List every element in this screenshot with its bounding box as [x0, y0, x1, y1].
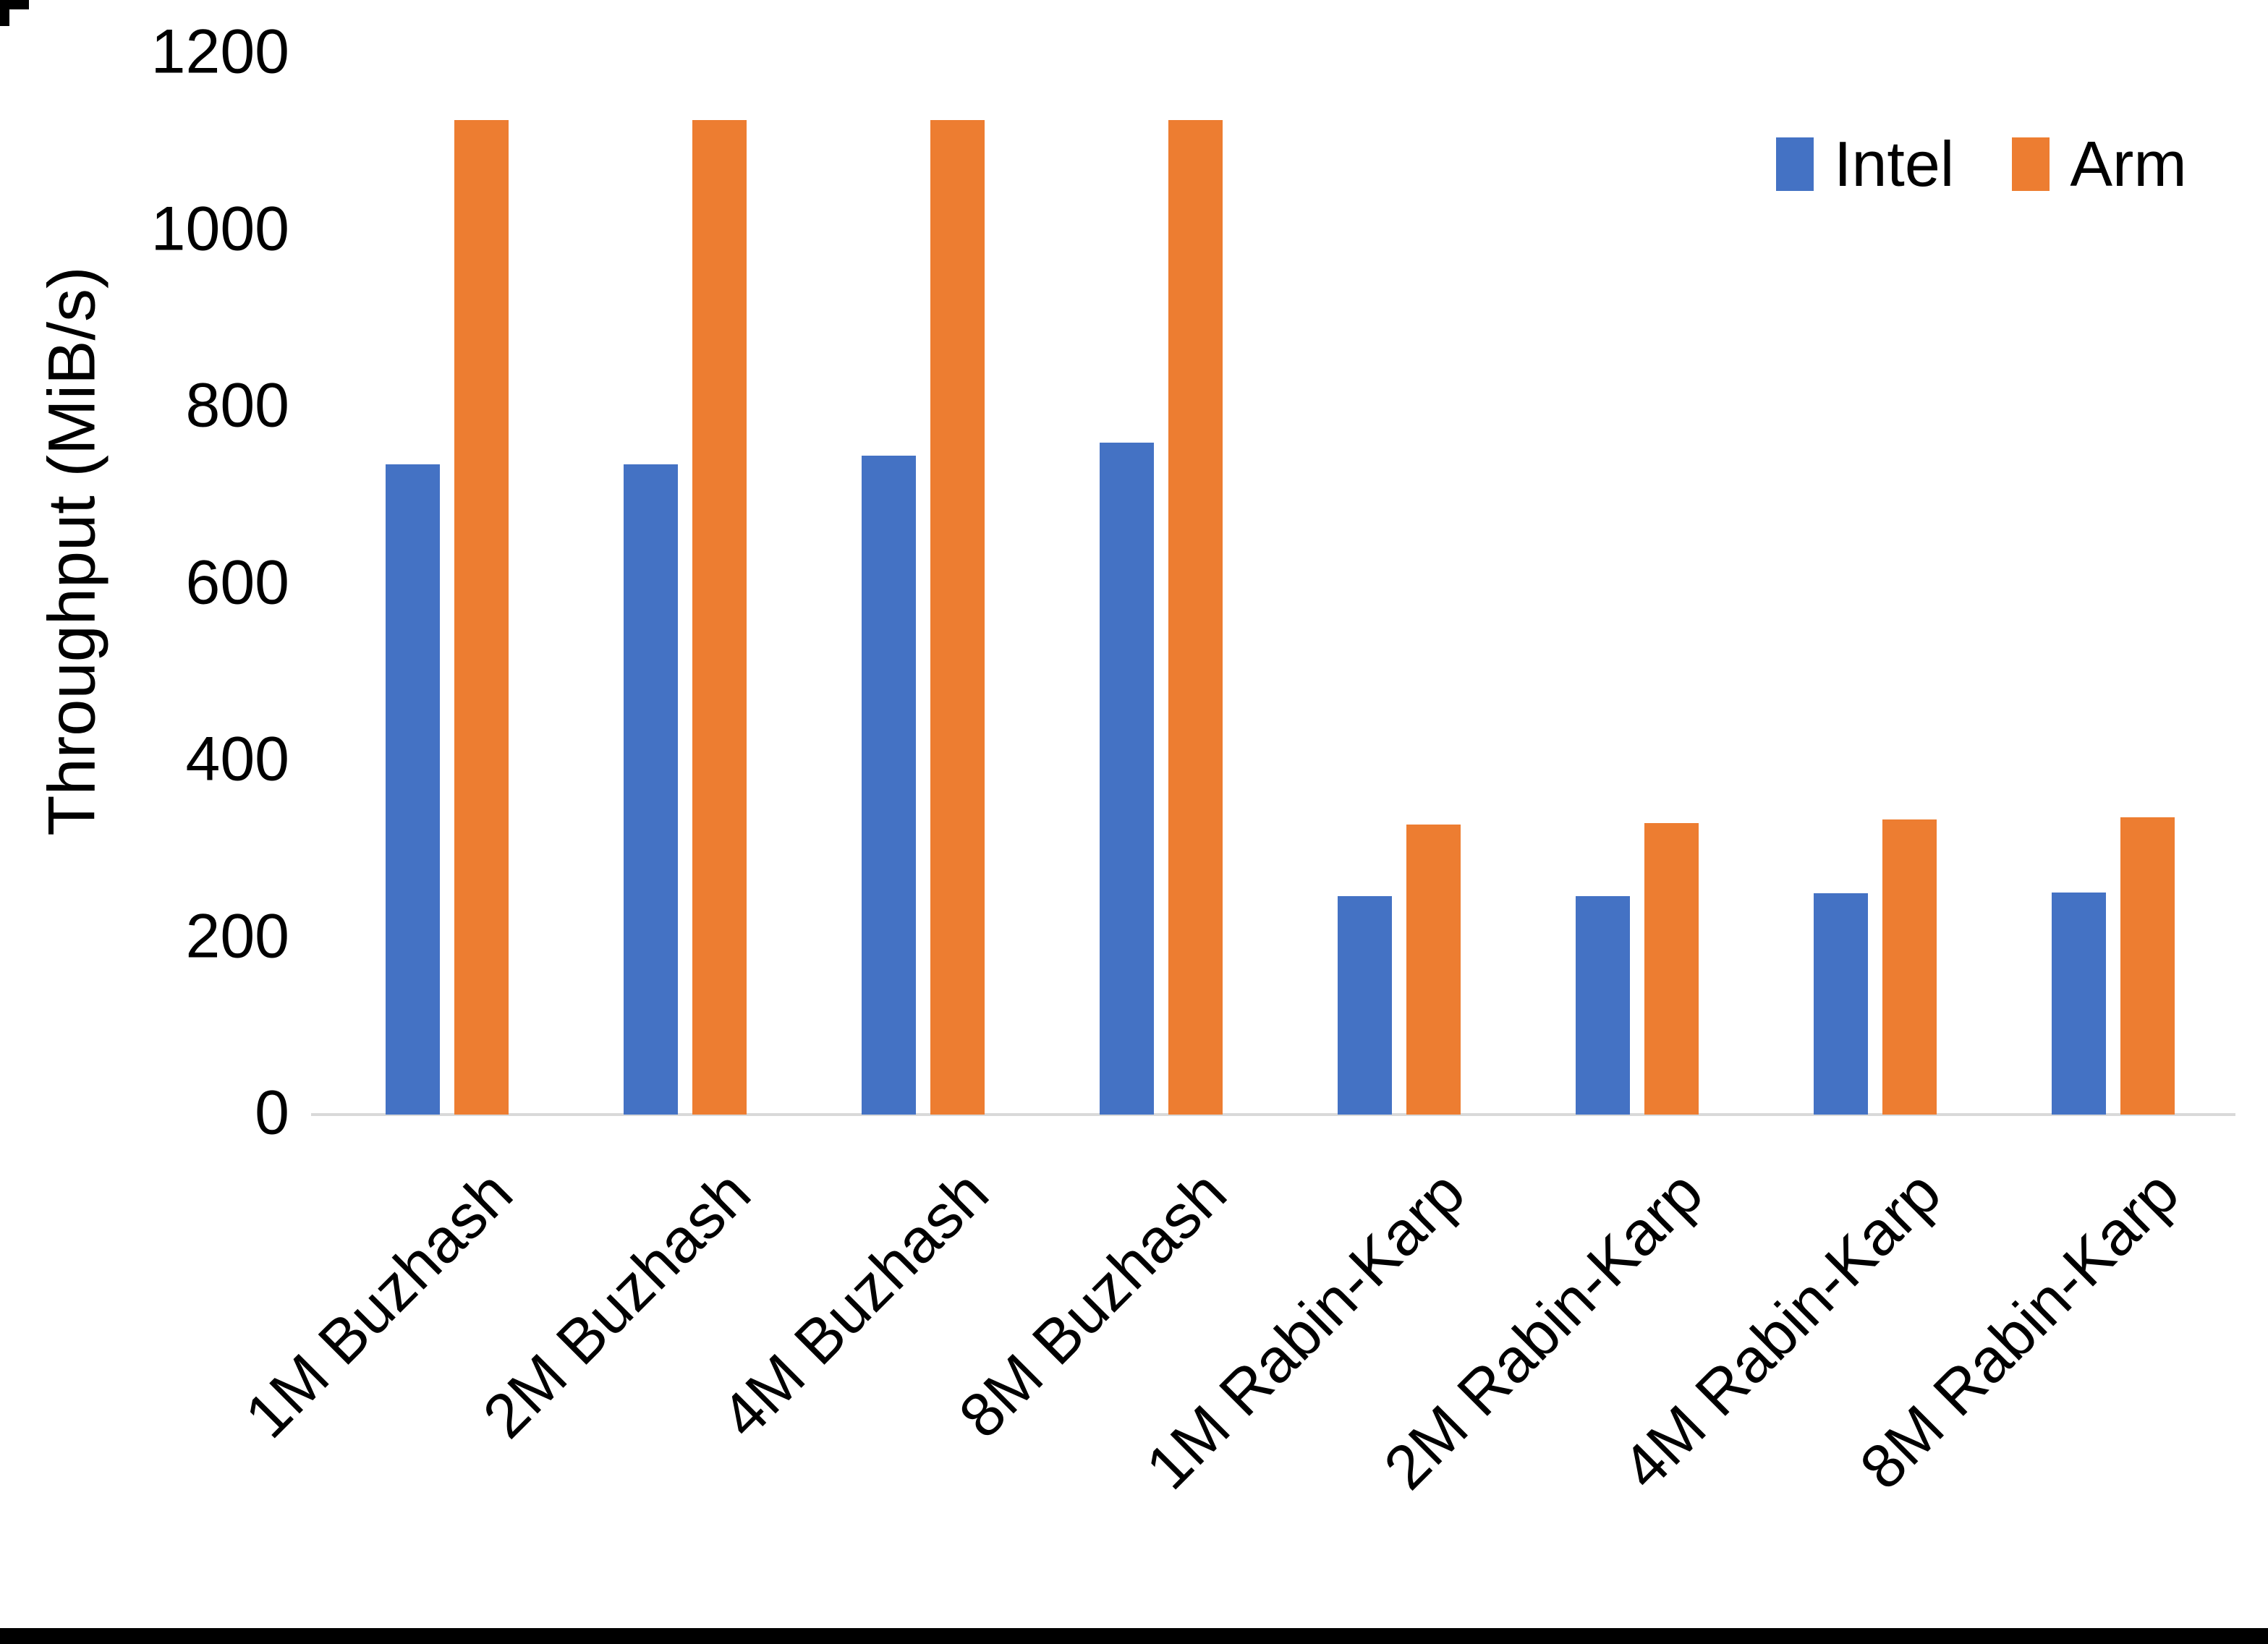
top-left-border-artifact — [0, 0, 9, 26]
bar-intel-2m-rabin-karp — [1576, 896, 1631, 1115]
legend: Intel Arm — [1776, 127, 2245, 201]
y-tick-label: 1000 — [150, 194, 289, 264]
bar-arm-1m-rabin-karp — [1406, 825, 1461, 1115]
y-tick-label: 0 — [255, 1078, 289, 1148]
y-tick-label: 800 — [185, 370, 290, 440]
bar-arm-4m-buzhash — [930, 119, 985, 1115]
bar-intel-2m-buzhash — [623, 464, 678, 1115]
x-axis-line — [311, 1113, 2235, 1116]
bar-intel-1m-rabin-karp — [1337, 896, 1392, 1115]
bottom-border — [0, 1628, 2268, 1644]
bar-intel-4m-rabin-karp — [1814, 893, 1869, 1115]
bar-intel-8m-rabin-karp — [2052, 893, 2107, 1115]
legend-label-intel: Intel — [1834, 128, 1955, 200]
y-tick-label: 1200 — [150, 17, 289, 87]
bar-arm-2m-buzhash — [692, 119, 747, 1115]
bar-intel-1m-buzhash — [385, 464, 440, 1115]
bar-arm-8m-rabin-karp — [2120, 817, 2175, 1115]
legend-swatch-arm — [2012, 137, 2050, 191]
bar-arm-8m-buzhash — [1168, 119, 1223, 1115]
legend-swatch-intel — [1776, 137, 1814, 191]
y-tick-label: 400 — [185, 724, 290, 794]
y-tick-label: 200 — [185, 901, 290, 971]
bar-intel-4m-buzhash — [861, 456, 916, 1115]
legend-label-arm: Arm — [2070, 128, 2187, 200]
bar-intel-8m-buzhash — [1099, 442, 1154, 1115]
bar-arm-4m-rabin-karp — [1882, 819, 1937, 1115]
bar-arm-2m-rabin-karp — [1644, 822, 1699, 1115]
y-tick-label: 600 — [185, 548, 290, 618]
bar-arm-1m-buzhash — [454, 119, 509, 1115]
